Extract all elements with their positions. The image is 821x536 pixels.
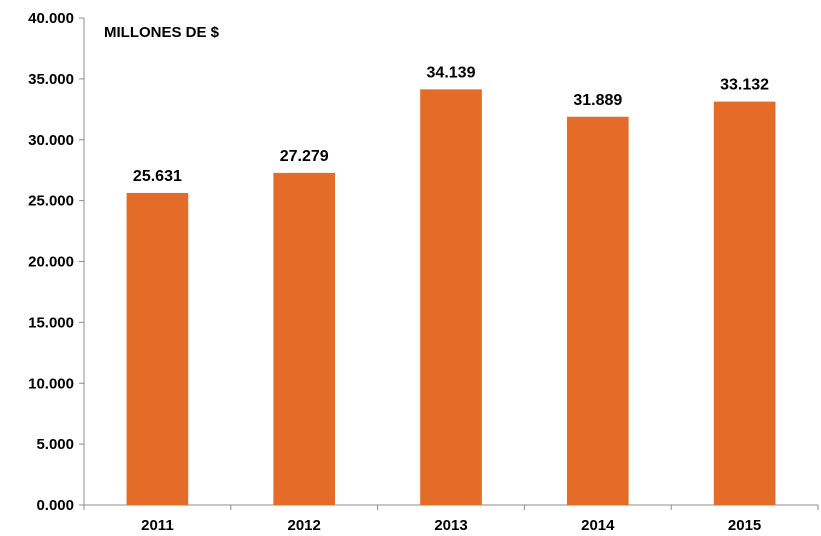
y-tick-label: 40.000 bbox=[28, 10, 74, 27]
y-tick-label: 35.000 bbox=[28, 71, 74, 88]
x-tick-label-2015: 2015 bbox=[728, 517, 761, 534]
data-label-2011: 25.631 bbox=[133, 168, 182, 185]
x-tick-label-2014: 2014 bbox=[581, 517, 615, 534]
y-tick-label: 5.000 bbox=[36, 436, 74, 453]
bar-2011 bbox=[126, 192, 189, 506]
bar-2015 bbox=[713, 101, 776, 506]
data-label-2013: 34.139 bbox=[427, 64, 476, 81]
y-tick-label: 30.000 bbox=[28, 132, 74, 149]
x-tick-label-2011: 2011 bbox=[141, 517, 174, 534]
data-label-2014: 31.889 bbox=[573, 92, 622, 109]
y-tick-label: 10.000 bbox=[28, 375, 74, 392]
y-axis-ticks: 0.000 5.000 10.000 15.000 20.000 25.000 30.000… bbox=[28, 10, 84, 514]
x-axis-ticks: 2011 2012 2013 2014 2015 bbox=[83, 505, 819, 534]
bar-2014 bbox=[566, 116, 629, 505]
unit-label: MILLONES DE $ bbox=[104, 24, 220, 41]
y-tick-label: 15.000 bbox=[28, 314, 74, 331]
x-tick-label-2012: 2012 bbox=[288, 517, 321, 534]
data-label-2015: 33.132 bbox=[720, 77, 769, 94]
y-tick-label: 20.000 bbox=[28, 254, 74, 271]
x-tick-label-2013: 2013 bbox=[434, 517, 467, 534]
bars: 25.631 27.279 34.139 31.889 33.132 bbox=[126, 64, 776, 506]
y-tick-label: 25.000 bbox=[28, 193, 74, 210]
bar-2012 bbox=[273, 172, 336, 505]
data-label-2012: 27.279 bbox=[280, 148, 329, 165]
bar-2013 bbox=[420, 89, 482, 506]
y-tick-label: 0.000 bbox=[36, 497, 74, 514]
